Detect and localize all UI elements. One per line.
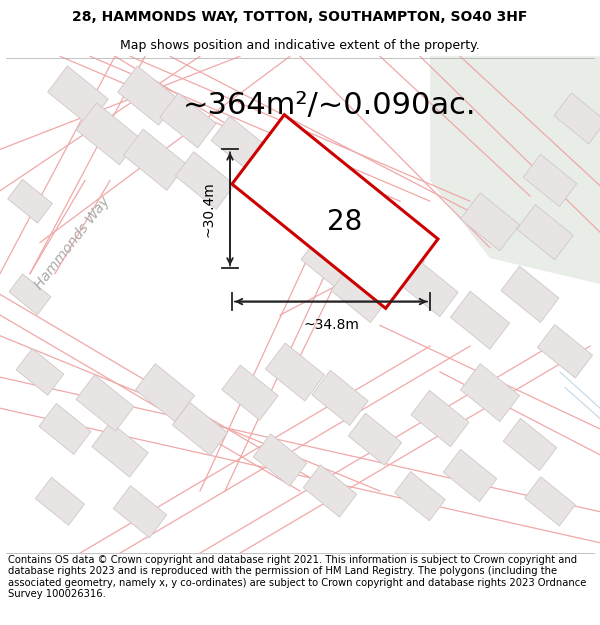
Bar	[232, 115, 438, 308]
Bar	[76, 103, 140, 165]
Text: Map shows position and indicative extent of the property.: Map shows position and indicative extent…	[120, 39, 480, 52]
Bar	[503, 418, 557, 471]
Bar	[35, 478, 85, 526]
Text: Hammonds Way: Hammonds Way	[32, 194, 112, 291]
Bar	[443, 449, 497, 502]
Text: ~364m²/~0.090ac.: ~364m²/~0.090ac.	[183, 91, 477, 121]
Bar	[253, 434, 307, 486]
Bar	[517, 205, 573, 260]
Bar	[312, 371, 368, 426]
Bar	[280, 182, 340, 241]
Bar	[136, 364, 194, 422]
Bar	[342, 184, 398, 239]
Bar	[265, 343, 325, 401]
Bar	[76, 375, 134, 431]
Bar	[411, 391, 469, 447]
Bar	[524, 477, 575, 526]
Bar	[222, 365, 278, 420]
Bar	[331, 266, 389, 322]
Bar	[365, 229, 425, 287]
Bar	[124, 129, 187, 191]
Bar	[301, 235, 359, 291]
Bar	[16, 349, 64, 396]
Bar	[451, 291, 509, 349]
Bar	[241, 146, 299, 204]
Bar	[303, 465, 357, 517]
Bar	[113, 486, 167, 538]
Bar	[538, 324, 593, 378]
Bar	[8, 179, 52, 223]
Bar	[211, 116, 269, 172]
Bar	[501, 266, 559, 322]
Bar	[554, 93, 600, 144]
Bar	[460, 364, 520, 422]
Bar	[348, 413, 402, 466]
Bar	[160, 93, 216, 148]
Text: 28: 28	[328, 208, 362, 236]
Bar	[402, 262, 458, 317]
Bar	[47, 66, 109, 125]
Bar	[175, 152, 235, 209]
Bar	[395, 472, 445, 521]
Text: ~34.8m: ~34.8m	[303, 318, 359, 332]
Bar	[92, 422, 148, 477]
Bar	[118, 66, 178, 125]
Bar	[9, 274, 51, 315]
Text: Contains OS data © Crown copyright and database right 2021. This information is : Contains OS data © Crown copyright and d…	[8, 554, 586, 599]
Bar	[172, 402, 227, 456]
Text: ~30.4m: ~30.4m	[202, 181, 216, 237]
Polygon shape	[430, 56, 600, 284]
Bar	[460, 193, 520, 251]
Bar	[39, 404, 91, 454]
Bar	[523, 154, 577, 206]
Text: 28, HAMMONDS WAY, TOTTON, SOUTHAMPTON, SO40 3HF: 28, HAMMONDS WAY, TOTTON, SOUTHAMPTON, S…	[73, 11, 527, 24]
